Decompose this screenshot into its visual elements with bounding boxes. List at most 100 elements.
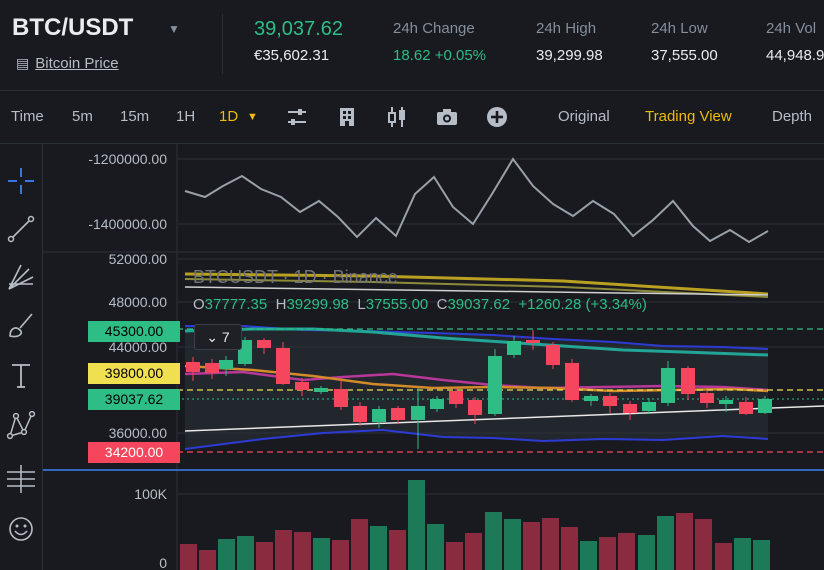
- price-badge-last: 39037.62: [88, 389, 180, 410]
- ohlc-low: 37555.00: [365, 296, 429, 313]
- stat-label: 24h Low: [651, 20, 708, 37]
- interval-1d[interactable]: 1D: [219, 108, 239, 125]
- candles: [186, 330, 772, 449]
- candle: [623, 401, 637, 420]
- candle: [526, 330, 540, 350]
- crosshair-icon[interactable]: [4, 164, 38, 198]
- stat-label: 24h High: [536, 20, 597, 37]
- stat-value: 18.62 +0.05%: [393, 47, 486, 64]
- chart-toolbar: Time 5m 15m 1H 1D ▼ Original Trading Vie…: [0, 91, 824, 144]
- candle: [661, 361, 675, 406]
- candle: [314, 386, 328, 394]
- indicator-axis-label: -1400000.00: [88, 216, 167, 232]
- candle: [546, 342, 560, 369]
- ohlc-open-label: O: [193, 296, 205, 313]
- stat-label: 24h Vol: [766, 20, 817, 37]
- candle: [372, 406, 386, 428]
- white-trend-line: [184, 405, 824, 432]
- view-trading-view[interactable]: Trading View: [645, 108, 732, 125]
- bollinger-lower: [184, 428, 769, 450]
- candlestick-icon[interactable]: [385, 105, 409, 129]
- symbol-legend: BTCUSDT · 1D · Binance: [193, 267, 398, 287]
- candle: [205, 359, 219, 379]
- coin-info-link[interactable]: ▤ Bitcoin Price: [16, 55, 119, 72]
- ohlc-open: 37777.35: [204, 296, 268, 313]
- price-chart[interactable]: -1200000.00 -1400000.00 52000.00 48000.0…: [43, 144, 824, 570]
- view-original[interactable]: Original: [558, 108, 610, 125]
- price-axis-label: 44000.00: [109, 339, 168, 355]
- candle: [681, 366, 695, 400]
- interval-time[interactable]: Time: [11, 108, 44, 125]
- price-badge-45300: 45300.00: [88, 321, 180, 342]
- stat-24h-low: 24h Low 37,555.00: [651, 20, 718, 64]
- price-badge-34200: 34200.00: [88, 442, 180, 463]
- candle: [391, 406, 405, 424]
- volume-axis-label: 100K: [134, 486, 167, 502]
- coin-info-label: Bitcoin Price: [35, 55, 119, 72]
- candle: [584, 394, 598, 406]
- candle: [430, 396, 444, 412]
- candle: [565, 359, 579, 402]
- view-depth[interactable]: Depth: [772, 108, 813, 125]
- building-icon[interactable]: [335, 105, 359, 129]
- indicator-pane: [43, 144, 824, 570]
- volume-axis-label: 0: [159, 555, 167, 570]
- stat-value: 44,948.9: [766, 47, 824, 64]
- last-price: 39,037.62: [254, 18, 343, 40]
- ohlc-legend: O37777.35 H39299.98 L37555.00 C39037.62 …: [193, 296, 647, 313]
- candle: [739, 397, 753, 415]
- last-price-fiat: €35,602.31: [254, 47, 330, 64]
- ohlc-close-label: C: [436, 296, 448, 313]
- measure-icon[interactable]: [4, 462, 38, 496]
- ohlc-high: 39299.98: [286, 296, 350, 313]
- chevron-down-icon[interactable]: ▼: [247, 111, 258, 123]
- brush-icon[interactable]: [4, 308, 38, 342]
- chevron-down-icon[interactable]: ▼: [168, 22, 180, 36]
- pattern-icon[interactable]: [4, 408, 38, 442]
- candle: [603, 393, 617, 414]
- indicator-settings-icon[interactable]: [285, 105, 309, 129]
- candle: [507, 336, 521, 358]
- trend-line-icon[interactable]: [4, 212, 38, 246]
- candle: [295, 378, 309, 396]
- stat-24h-high: 24h High 39,299.98: [536, 20, 603, 64]
- add-circle-icon[interactable]: [485, 105, 509, 129]
- ohlc-change: +1260.28 (+3.34%): [518, 296, 647, 313]
- stat-value: 37,555.00: [651, 47, 718, 64]
- fib-tool-icon[interactable]: [4, 260, 38, 294]
- candle: [488, 349, 502, 416]
- price-axis-label: 52000.00: [109, 251, 168, 267]
- chevron-down-icon: ⌄: [206, 329, 219, 345]
- ticker-header: BTC/USDT ▼ ▤ Bitcoin Price 39,037.62 €35,…: [0, 0, 824, 91]
- price-axis-label: 48000.00: [109, 294, 168, 310]
- candle: [642, 398, 656, 414]
- candle: [468, 397, 482, 424]
- text-icon[interactable]: [4, 358, 38, 392]
- candle: [719, 396, 733, 412]
- price-badge-39800: 39800.00: [88, 363, 180, 384]
- ohlc-close: 39037.62: [447, 296, 511, 313]
- indicator-count: 7: [221, 329, 230, 345]
- stat-24h-change: 24h Change 18.62 +0.05%: [393, 20, 486, 64]
- pair-title[interactable]: BTC/USDT: [12, 14, 134, 41]
- stat-label: 24h Change: [393, 20, 475, 37]
- candle: [219, 356, 233, 376]
- candle: [700, 390, 714, 408]
- candle: [449, 388, 463, 408]
- indicator-collapse-button[interactable]: ⌄ 7: [194, 324, 242, 350]
- emoji-icon[interactable]: [4, 512, 38, 546]
- interval-5m[interactable]: 5m: [72, 108, 93, 125]
- candle: [257, 338, 271, 354]
- candle: [758, 396, 772, 414]
- drawing-toolbar: [0, 144, 43, 570]
- stat-24h-vol: 24h Vol 44,948.9: [766, 20, 824, 64]
- interval-1h[interactable]: 1H: [176, 108, 196, 125]
- stat-value: 39,299.98: [536, 47, 603, 64]
- candle: [276, 342, 290, 385]
- candle: [186, 357, 200, 381]
- interval-15m[interactable]: 15m: [120, 108, 150, 125]
- ma-band-lines: [184, 272, 769, 298]
- camera-icon[interactable]: [435, 105, 459, 129]
- volume-bars: [180, 480, 770, 570]
- divider: [222, 14, 223, 74]
